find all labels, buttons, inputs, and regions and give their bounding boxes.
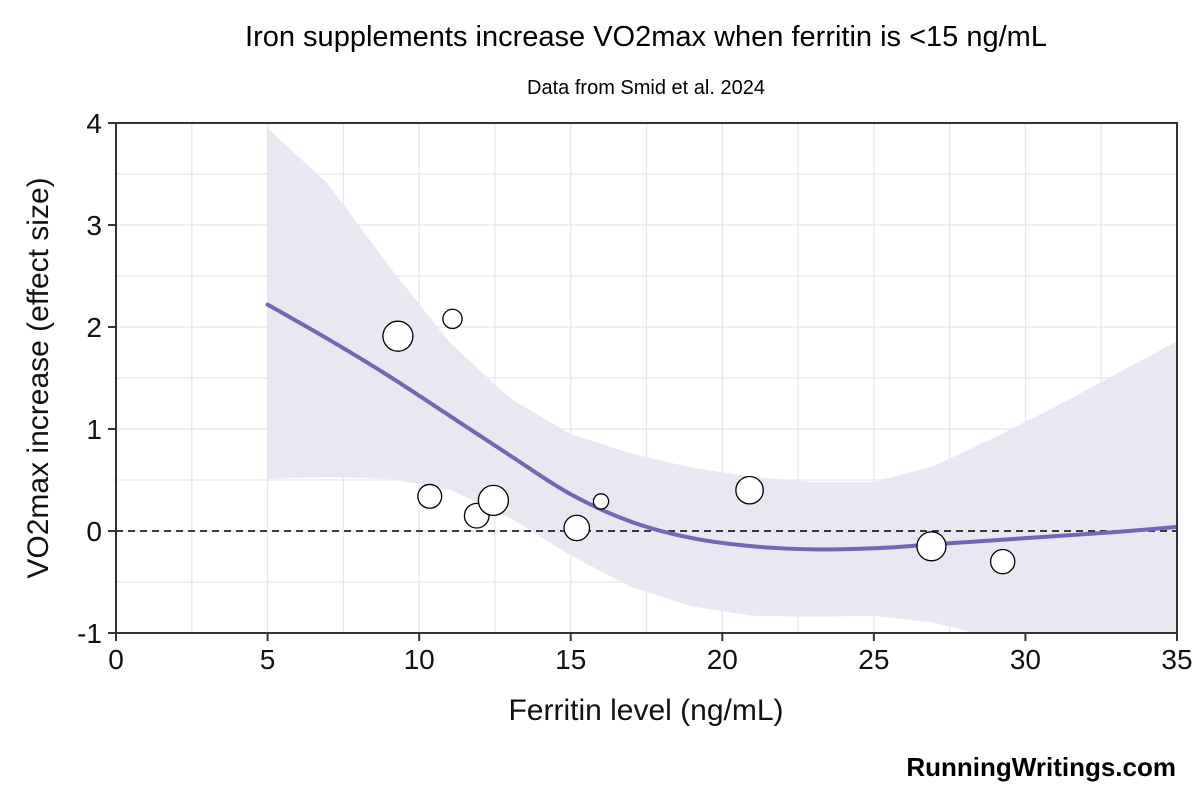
y-axis-title: VO2max increase (effect size) <box>22 177 55 578</box>
data-point <box>442 308 463 330</box>
plot-border <box>115 122 1178 634</box>
y-tick-label: 1 <box>86 414 102 445</box>
data-point <box>563 514 591 542</box>
fit-line-group <box>265 302 1177 552</box>
x-tick-label: 0 <box>108 644 124 675</box>
chart-title: Iron supplements increase VO2max when fe… <box>245 21 1047 53</box>
x-tick-label: 5 <box>260 644 276 675</box>
y-tick-label: 0 <box>86 516 102 547</box>
x-tick-label: 30 <box>1010 644 1041 675</box>
fit-line <box>265 302 1177 552</box>
data-point <box>592 493 610 510</box>
data-point <box>989 548 1016 575</box>
site-credit: RunningWritings.com <box>906 752 1176 782</box>
x-axis-title: Ferritin level (ng/mL) <box>508 694 783 727</box>
x-tick-label: 20 <box>707 644 738 675</box>
x-tick-label: 25 <box>858 644 889 675</box>
data-point <box>417 483 443 509</box>
x-tick-label: 15 <box>555 644 586 675</box>
y-tick-label: 2 <box>86 312 102 343</box>
data-points <box>382 308 1016 575</box>
data-point <box>735 475 764 505</box>
x-tick-label: 35 <box>1161 644 1192 675</box>
data-point <box>916 531 947 562</box>
x-tick-label: 10 <box>404 644 435 675</box>
data-point <box>382 320 414 352</box>
data-point <box>477 484 510 517</box>
y-tick-label: 4 <box>86 108 102 139</box>
y-tick-label: 3 <box>86 210 102 241</box>
chart-subtitle: Data from Smid et al. 2024 <box>527 77 765 99</box>
y-tick-label: -1 <box>77 618 102 649</box>
